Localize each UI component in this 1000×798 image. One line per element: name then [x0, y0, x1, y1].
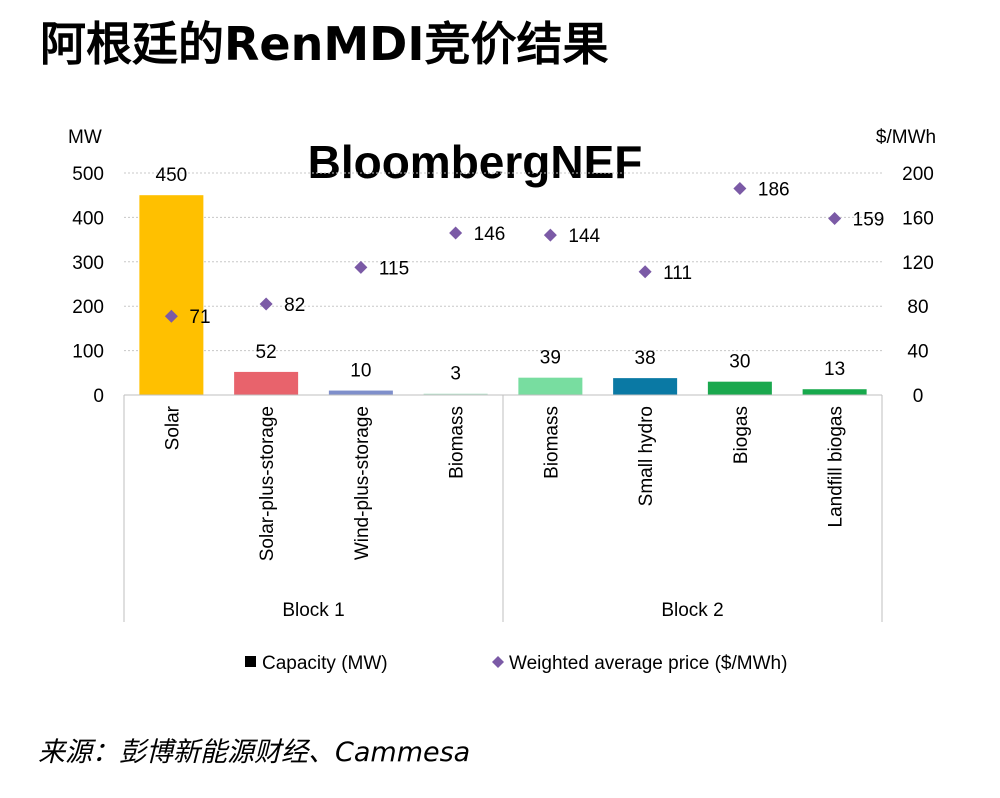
- y-left-tick-label: 400: [72, 208, 104, 229]
- x-tick-label: Wind-plus-storage: [352, 406, 373, 560]
- page-title: 阿根廷的RenMDI竞价结果: [40, 17, 609, 71]
- price-value-label: 159: [853, 210, 885, 231]
- bar-value-label: 3: [450, 364, 461, 385]
- chart: BloombergNEF 450 52 10 3 39 38 30 13 0 100 200 300…: [68, 127, 936, 674]
- bar: [328, 390, 393, 395]
- bar-value-label: 450: [156, 165, 188, 186]
- price-marker: [449, 226, 463, 240]
- bar-series: 450 52 10 3 39 38 30 13: [139, 165, 867, 395]
- legend-swatch-price: [492, 656, 504, 668]
- y-right-tick-label: 120: [902, 253, 934, 274]
- bar: [518, 377, 583, 395]
- price-marker: [543, 228, 557, 242]
- price-value-label: 82: [284, 295, 305, 316]
- brand-watermark: BloombergNEF: [308, 136, 643, 188]
- y-right-axis-label: $/MWh: [876, 127, 936, 148]
- y-left-tick-label: 100: [72, 342, 104, 363]
- bar: [613, 378, 678, 395]
- y-right-tick-label: 160: [902, 208, 934, 229]
- bar: [234, 371, 299, 395]
- price-series: 71 82 115 146 144 111 186 159: [164, 180, 885, 328]
- price-value-label: 115: [379, 258, 409, 279]
- group-label: Block 1: [282, 600, 344, 621]
- bar-value-label: 38: [635, 348, 656, 369]
- bar-value-label: 30: [729, 352, 750, 373]
- price-marker: [828, 212, 842, 226]
- y-right-tick-label: 0: [913, 386, 924, 407]
- bar: [423, 393, 488, 395]
- axes: 0 100 200 300 400 500 0 40 80 120 160 200 MW $/MWh Blo…: [68, 127, 936, 622]
- price-marker: [354, 260, 368, 274]
- bar: [139, 195, 204, 395]
- bar: [802, 389, 867, 395]
- y-left-axis-label: MW: [68, 127, 102, 148]
- y-left-tick-label: 500: [72, 164, 104, 185]
- y-left-tick-label: 0: [93, 386, 104, 407]
- legend-swatch-capacity: [245, 656, 256, 667]
- price-value-label: 186: [758, 180, 790, 201]
- legend-label-price: Weighted average price ($/MWh): [509, 653, 787, 674]
- price-value-label: 111: [663, 263, 692, 284]
- price-value-label: 146: [474, 224, 506, 245]
- y-left-tick-label: 300: [72, 253, 104, 274]
- price-marker: [164, 309, 178, 323]
- price-marker: [638, 265, 652, 279]
- y-right-tick-label: 200: [902, 164, 934, 185]
- x-tick-label: Biomass: [447, 406, 468, 479]
- x-tick-label: Small hydro: [636, 406, 657, 506]
- bar: [707, 381, 772, 395]
- x-tick-label: Solar-plus-storage: [257, 406, 278, 561]
- y-left-tick-label: 200: [72, 297, 104, 318]
- price-marker: [259, 297, 273, 311]
- legend-label-capacity: Capacity (MW): [262, 653, 388, 674]
- bar-value-label: 13: [824, 359, 845, 380]
- x-tick-label: Biogas: [731, 406, 752, 464]
- x-tick-label: Solar: [162, 405, 183, 450]
- bar-value-label: 10: [350, 361, 371, 382]
- price-value-label: 144: [568, 226, 600, 247]
- source-note: 来源：彭博新能源财经、Cammesa: [38, 737, 471, 768]
- legend: Capacity (MW) Weighted average price ($/M…: [245, 653, 787, 674]
- price-marker: [733, 182, 747, 196]
- x-tick-label: Landfill biogas: [826, 406, 847, 527]
- bar-value-label: 39: [540, 348, 561, 369]
- y-right-tick-label: 40: [907, 342, 928, 363]
- bar-value-label: 52: [256, 342, 277, 363]
- price-value-label: 71: [189, 307, 210, 328]
- x-tick-label: Biomass: [541, 406, 562, 479]
- group-label: Block 2: [661, 600, 723, 621]
- y-right-tick-label: 80: [907, 297, 928, 318]
